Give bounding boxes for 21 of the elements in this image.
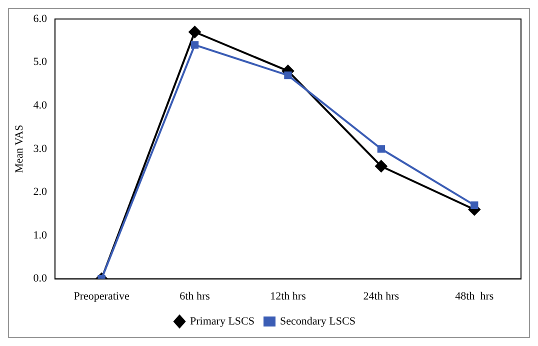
- y-tick-label: 2.0: [33, 186, 48, 198]
- y-tick-label: 3.0: [33, 142, 48, 155]
- x-tick-label: 12th hrs: [270, 290, 306, 302]
- x-tick-label: 24th hrs: [363, 290, 400, 302]
- point: [188, 26, 201, 38]
- point: [190, 41, 199, 49]
- y-axis-title: Mean VAS: [13, 124, 26, 173]
- y-tick-label: 1.0: [33, 229, 48, 242]
- point: [377, 145, 386, 153]
- y-tick-label: 6.0: [33, 12, 48, 25]
- y-tick-label: 4.0: [33, 99, 48, 112]
- point: [284, 71, 292, 80]
- legend-label: Primary LSCS: [190, 315, 255, 328]
- y-tick-label: 5.0: [33, 56, 48, 68]
- x-tick-label: 6th hrs: [180, 290, 210, 302]
- x-tick-label: Preoperative: [74, 290, 130, 302]
- x-tick-label: 48th hrs: [455, 290, 494, 302]
- point: [470, 201, 478, 210]
- legend-label: Secondary LSCS: [280, 315, 356, 328]
- y-tick-label: 0.0: [33, 272, 48, 285]
- point: [375, 160, 388, 172]
